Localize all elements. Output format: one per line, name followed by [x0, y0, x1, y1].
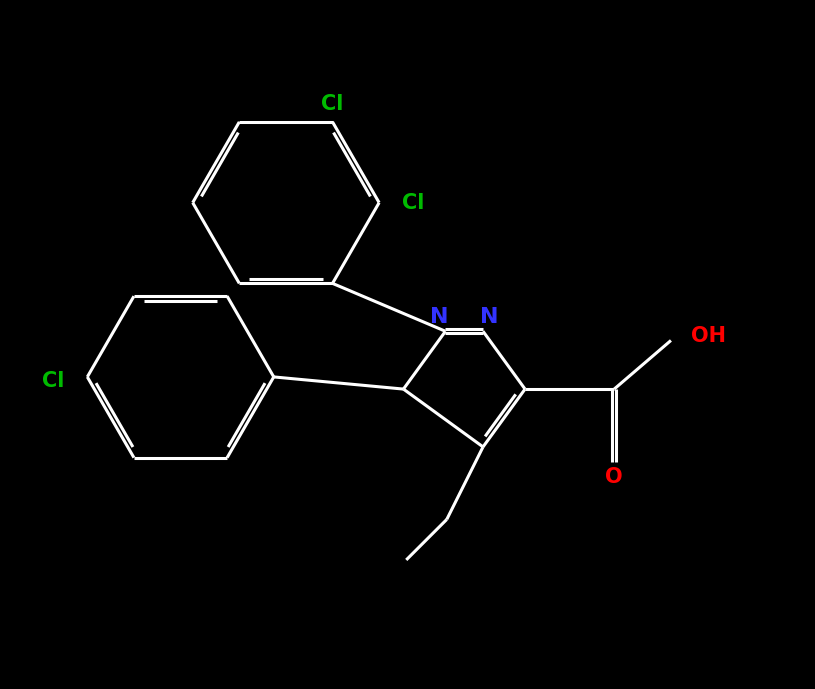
Text: N: N	[430, 307, 448, 327]
Text: OH: OH	[691, 327, 726, 347]
Text: Cl: Cl	[42, 371, 64, 391]
Text: O: O	[606, 466, 623, 486]
Text: N: N	[480, 307, 499, 327]
Text: Cl: Cl	[402, 193, 424, 213]
Text: Cl: Cl	[321, 94, 344, 114]
